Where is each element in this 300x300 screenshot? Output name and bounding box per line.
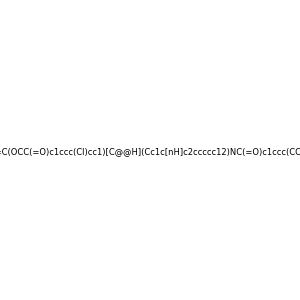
Text: O=C(OCC(=O)c1ccc(Cl)cc1)[C@@H](Cc1c[nH]c2ccccc12)NC(=O)c1ccc(CC)cc1: O=C(OCC(=O)c1ccc(Cl)cc1)[C@@H](Cc1c[nH]c… <box>0 147 300 156</box>
